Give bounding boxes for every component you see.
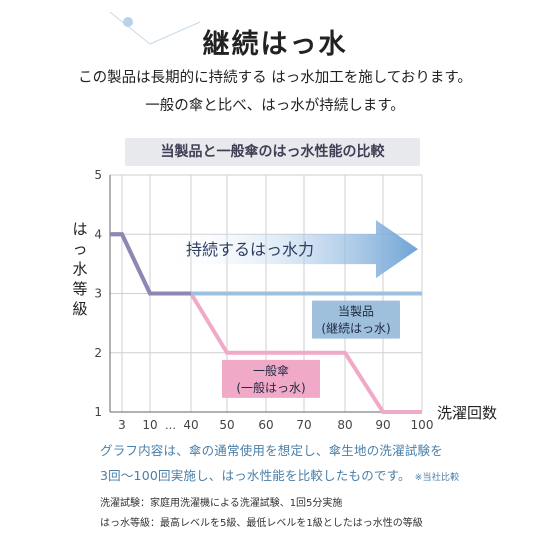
footnote-wash-test: 洗濯試験：家庭用洗濯機による洗濯試験、1回5分実施 [100,498,343,509]
series-label-general-box [222,359,320,398]
series-label-product-text: 当製品 [338,305,374,319]
x-tick-label: 80 [337,418,352,432]
y-axis-label-char: 水 [72,260,87,278]
x-tick-label: 60 [258,418,273,432]
x-tick-label: 90 [375,418,390,432]
note-line-1: グラフ内容は、傘の通常使用を想定し、傘生地の洗濯試験を [100,443,443,458]
intro-line-2: 一般の傘と比べ、はっ水が持続します。 [145,98,405,114]
x-tick-label: 100 [411,418,434,432]
decorative-lines [109,11,201,45]
series-label-product-text: (継続はっ水) [321,321,390,336]
x-tick-label: 50 [219,418,234,432]
x-axis-label: 洗濯回数 [437,404,497,422]
x-tick-label: 3 [118,418,126,432]
x-axis-break: … [165,419,176,432]
y-tick-label: 5 [94,168,102,182]
page-title: 継続はっ水 [202,29,348,60]
x-tick-label: 40 [183,418,198,432]
series-label-product-box [312,300,400,339]
persistence-arrow [160,220,418,279]
y-tick-label: 3 [94,287,102,301]
y-axis-label-char: っ [72,240,87,258]
x-tick-label: 10 [142,418,157,432]
y-axis-label-char: 級 [72,300,87,318]
series-overlap [110,232,191,296]
decorative-dot [123,17,133,27]
series-label-general-text: (一般はっ水) [236,380,305,395]
y-axis-label-char: は [72,220,87,238]
y-axis-label-char: 等 [72,280,87,298]
x-tick-label: 70 [296,418,311,432]
arrow-label: 持続するはっ水力 [186,240,314,259]
intro-line-1: この製品は長期的に持続する はっ水加工を施しております。 [78,70,472,86]
comparison-banner: 当製品と一般傘のはっ水性能の比較 [125,138,420,166]
note-company-comparison: ※当社比較 [414,473,460,483]
note-line-2: 3回〜100回実施し、はっ水性能を比較したものです。 ※当社比較 [100,465,459,484]
note-line-2-text: 3回〜100回実施し、はっ水性能を比較したものです。 [100,468,411,483]
y-tick-label: 4 [94,227,102,241]
footnote-grade: はっ水等級：最高レベルを5級、最低レベルを1級としたはっ水性の等級 [100,518,423,529]
y-tick-label: 1 [94,405,102,419]
y-tick-label: 2 [94,346,102,360]
series-label-general-text: 一般傘 [253,363,289,378]
